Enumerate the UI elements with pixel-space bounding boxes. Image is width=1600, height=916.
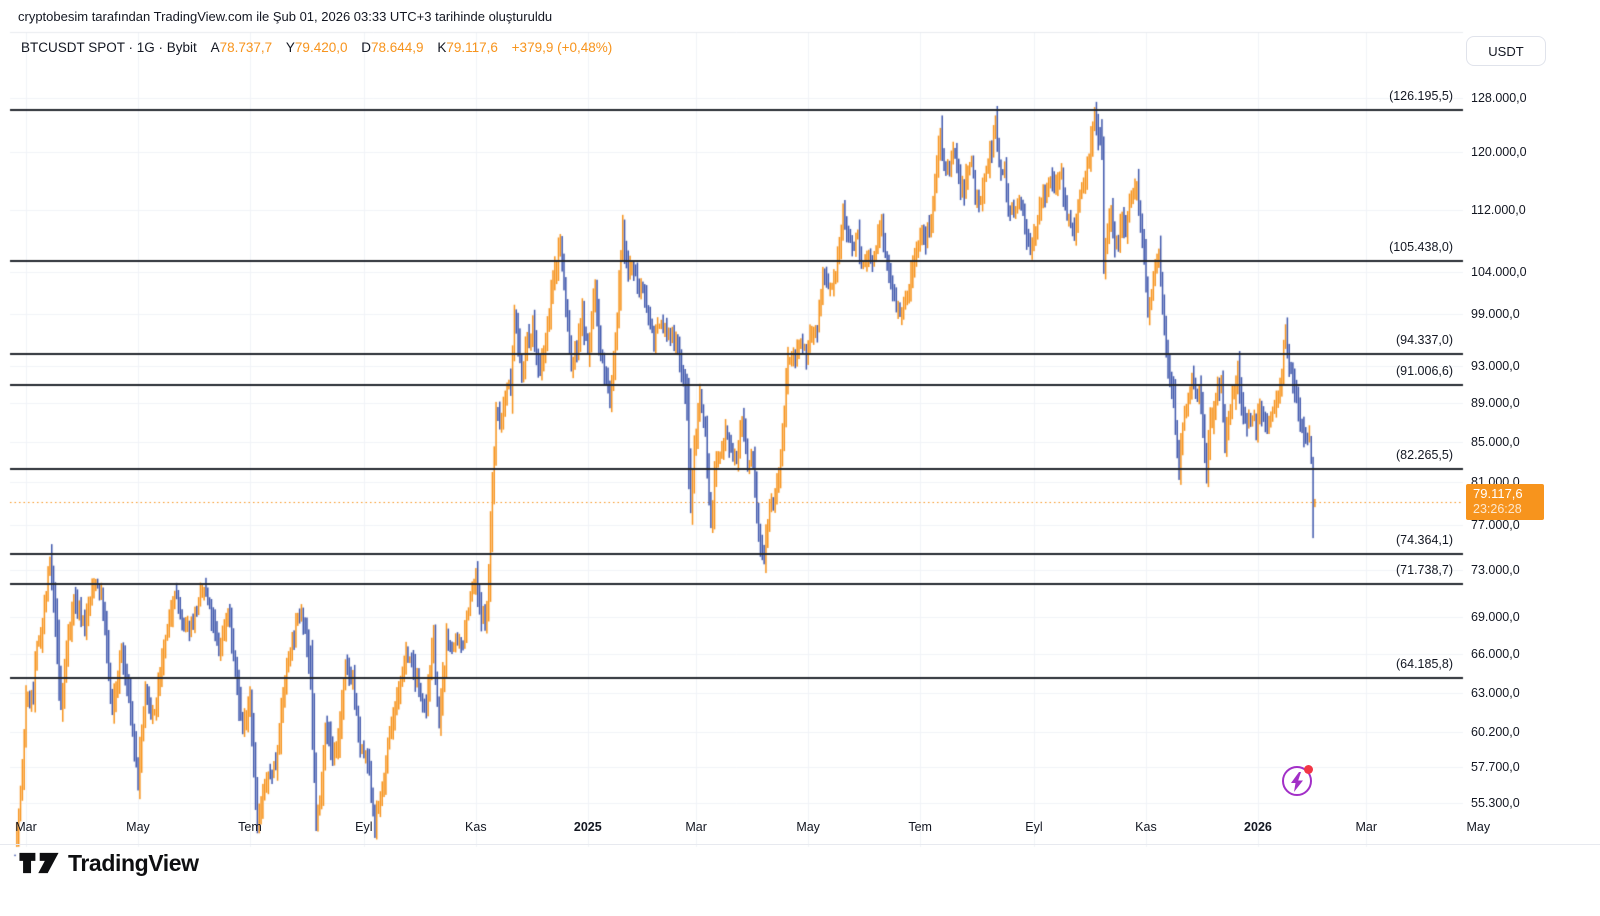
price-axis-label: 60.200,0: [1471, 724, 1520, 739]
price-axis-label: 69.000,0: [1471, 610, 1520, 625]
tradingview-wordmark: TradingView: [68, 849, 199, 876]
tradingview-mark-icon: [19, 852, 59, 874]
time-axis-label: Mar: [15, 820, 37, 834]
time-axis-label: Mar: [1355, 820, 1378, 834]
level-price-label: (94.337,0): [1396, 333, 1453, 348]
price-axis-label: 128.000,0: [1471, 91, 1527, 105]
price-axis-label: 120.000,0: [1471, 145, 1527, 160]
bar-countdown: 23:26:28: [1473, 502, 1522, 517]
time-axis-label: May: [796, 820, 820, 834]
level-price-label: (126.195,5): [1389, 88, 1453, 103]
price-axis-label: 73.000,0: [1471, 562, 1520, 577]
time-axis-label: Tem: [908, 820, 932, 834]
current-price-value: 79.117,6: [1473, 486, 1523, 502]
ohlc-open: A78.737,7: [210, 40, 273, 55]
price-axis-label: 66.000,0: [1471, 647, 1520, 662]
flash-event-icon[interactable]: [1282, 765, 1313, 796]
price-axis-label: 55.300,0: [1471, 796, 1520, 810]
footer-divider: [0, 844, 1600, 845]
price-axis-label: 77.000,0: [1471, 517, 1520, 532]
time-axis-label: 2026: [1244, 820, 1272, 834]
time-axis-label: May: [1466, 820, 1491, 834]
ohlc-high: Y79.420,0: [285, 40, 348, 55]
price-axis-label: 85.000,0: [1471, 434, 1520, 449]
level-price-label: (105.438,0): [1389, 239, 1453, 254]
level-price-label: (82.265,5): [1396, 448, 1453, 463]
chart-legend: BTCUSDT SPOT · 1G · Bybit A78.737,7 Y79.…: [21, 40, 612, 55]
price-axis-label: 99.000,0: [1471, 306, 1520, 321]
currency-toggle-button[interactable]: USDT: [1466, 36, 1546, 66]
level-price-label: (91.006,6): [1396, 363, 1453, 378]
level-price-label: (71.738,7): [1396, 563, 1453, 578]
time-axis-label: Kas: [465, 820, 487, 834]
ohlc-low: D78.644,9: [361, 40, 424, 55]
price-axis-label: 93.000,0: [1471, 359, 1520, 374]
level-price-label: (64.185,8): [1396, 656, 1453, 671]
change-value: +379,9 (+0,48%): [511, 40, 613, 55]
time-axis-label: 2025: [573, 820, 602, 834]
time-axis-label: Eyl: [355, 820, 373, 834]
price-axis-label: 104.000,0: [1471, 265, 1527, 280]
notification-dot: [1304, 765, 1313, 774]
current-price-badge[interactable]: 79.117,6 23:26:28: [1466, 484, 1544, 521]
level-price-label: (74.364,1): [1396, 533, 1453, 548]
time-axis[interactable]: Mar May Tem Eyl Kas 2025 Mar May Tem Eyl Kas 2026 Ma…: [0, 812, 1491, 844]
price-axis-label: 89.000,0: [1471, 396, 1520, 411]
time-axis-label: Tem: [238, 820, 262, 834]
price-axis-label: 57.700,0: [1471, 760, 1520, 775]
tradingview-logo[interactable]: TradingView: [18, 846, 199, 880]
price-axis-label: 63.000,0: [1471, 686, 1520, 701]
symbol-title[interactable]: BTCUSDT SPOT · 1G · Bybit: [21, 40, 197, 55]
attribution-text: cryptobesim tarafından TradingView.com i…: [18, 9, 553, 24]
time-axis-label: May: [126, 820, 150, 834]
time-axis-label: Mar: [685, 820, 707, 834]
ohlc-close: K79.117,6: [437, 40, 498, 55]
lightning-bolt-icon: [1291, 772, 1303, 792]
time-axis-label: Eyl: [1025, 820, 1043, 834]
price-axis-label: 112.000,0: [1471, 203, 1526, 218]
time-axis-label: Kas: [1135, 820, 1157, 834]
